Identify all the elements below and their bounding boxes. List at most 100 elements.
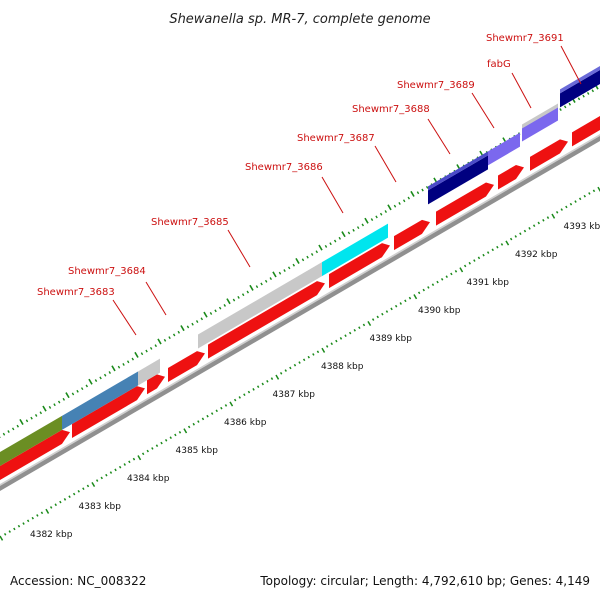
scale-label: 4382 kbp xyxy=(30,530,73,540)
scale-tick xyxy=(307,355,310,359)
scale-tick xyxy=(565,205,568,209)
scale-tick xyxy=(224,404,228,407)
scale-tick xyxy=(128,460,131,464)
cds-arrow xyxy=(168,351,205,382)
gene-label[interactable]: Shewmr7_3687 xyxy=(297,133,375,144)
scale-tick xyxy=(569,202,573,206)
scale-tick xyxy=(247,390,251,394)
tick-mark xyxy=(88,378,93,385)
scale-tick xyxy=(275,374,280,380)
scale-tick xyxy=(137,455,142,461)
scale-tick xyxy=(519,232,522,236)
label-lines xyxy=(112,45,582,336)
genome-summary-text: Topology: circular; Length: 4,792,610 bp… xyxy=(260,574,590,588)
tick-mark xyxy=(364,217,369,224)
feature-block xyxy=(522,103,558,129)
cds-arrow xyxy=(436,182,494,226)
feature-block xyxy=(322,223,388,277)
feature-block xyxy=(560,66,600,94)
scale-label: 4387 kbp xyxy=(273,390,316,400)
gene-label[interactable]: Shewmr7_3686 xyxy=(245,162,323,173)
scale-tick xyxy=(174,433,177,437)
tick-mark xyxy=(249,284,254,291)
scale-tick xyxy=(105,473,108,477)
scale-tick xyxy=(302,358,306,362)
scale-tick xyxy=(146,449,149,453)
scale-tick xyxy=(532,224,536,228)
scale-tick xyxy=(509,237,513,241)
scale-tick xyxy=(77,490,80,493)
scale-tick xyxy=(100,476,103,480)
tick-mark xyxy=(149,346,153,350)
tick-mark xyxy=(410,190,415,197)
tick-mark xyxy=(131,357,135,361)
feature-block xyxy=(198,262,322,349)
accession-text: Accession: NC_008322 xyxy=(10,574,147,588)
tick-mark xyxy=(191,322,194,326)
tick-mark xyxy=(338,236,342,240)
tick-mark xyxy=(200,317,204,321)
scale-tick xyxy=(597,186,600,192)
gene-label[interactable]: Shewmr7_3689 xyxy=(397,80,475,91)
scale-tick xyxy=(505,240,510,246)
scale-tick xyxy=(371,318,375,321)
scale-tick xyxy=(36,514,39,517)
scale-tick xyxy=(82,487,85,490)
tick-mark xyxy=(407,196,411,200)
scale-tick xyxy=(546,216,550,219)
label-leader-line xyxy=(321,176,344,214)
scale-tick xyxy=(588,192,591,195)
scale-tick xyxy=(417,291,421,295)
scale-tick xyxy=(473,259,476,262)
scale-tick xyxy=(192,422,195,426)
scale-tick xyxy=(477,256,481,260)
scale-tick xyxy=(270,377,274,380)
scale-tick xyxy=(583,194,586,198)
gene-label[interactable]: Shewmr7_3685 xyxy=(151,217,229,228)
scale-tick xyxy=(229,401,234,407)
tick-mark xyxy=(34,414,38,417)
tick-mark xyxy=(19,418,24,425)
gene-label[interactable]: Shewmr7_3683 xyxy=(37,287,115,298)
scale-tick xyxy=(151,447,154,450)
gene-label[interactable]: Shewmr7_3684 xyxy=(68,266,146,277)
gene-label[interactable]: Shewmr7_3691 xyxy=(486,33,564,44)
gene-label[interactable]: fabG xyxy=(487,59,511,70)
tick-mark xyxy=(582,94,585,98)
feature-block xyxy=(428,151,488,191)
tick-mark xyxy=(80,387,84,391)
tick-mark xyxy=(398,202,401,205)
tick-mark xyxy=(99,376,102,380)
scale-tick xyxy=(436,280,439,284)
gene-label[interactable]: Shewmr7_3688 xyxy=(352,104,430,115)
tick-mark xyxy=(7,430,10,433)
scale-tick xyxy=(440,278,444,281)
feature-block xyxy=(62,371,138,430)
tick-mark xyxy=(154,344,158,348)
scale-tick xyxy=(353,329,356,332)
tick-mark xyxy=(65,392,70,399)
tick-mark xyxy=(324,244,328,248)
cds-arrow xyxy=(530,139,568,171)
tick-mark xyxy=(62,397,66,401)
scale-tick xyxy=(482,253,485,257)
tick-mark xyxy=(223,304,227,307)
scale-tick xyxy=(233,398,237,402)
tick-mark xyxy=(361,223,365,227)
scale-tick xyxy=(49,506,53,509)
tick-mark xyxy=(108,371,112,374)
scale-tick xyxy=(399,302,402,305)
tick-mark xyxy=(163,338,167,342)
scale-tick xyxy=(220,406,223,410)
tick-mark xyxy=(301,258,305,262)
tick-mark xyxy=(393,204,397,208)
tick-mark xyxy=(295,257,300,264)
scale-tick xyxy=(22,522,25,525)
tick-mark xyxy=(172,333,176,337)
scale-tick xyxy=(394,304,398,308)
tick-mark xyxy=(352,228,355,232)
scale-tick xyxy=(201,417,205,421)
scale-tick xyxy=(459,267,464,273)
scale-ticks xyxy=(0,186,600,541)
